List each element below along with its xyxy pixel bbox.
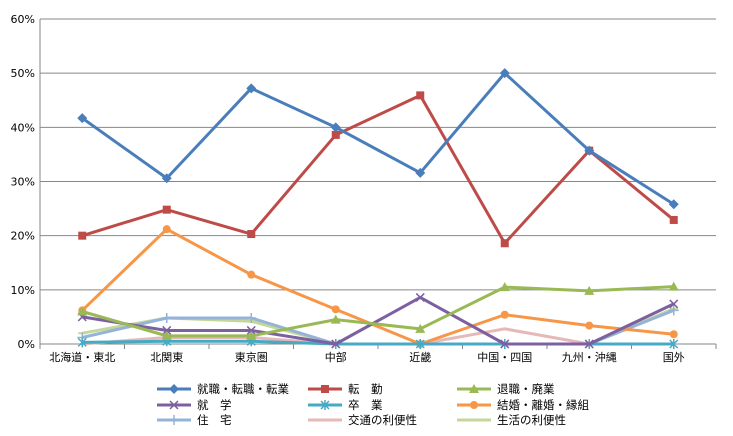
data-point xyxy=(162,325,172,335)
data-point xyxy=(77,306,88,316)
legend-marker xyxy=(321,385,329,393)
data-point xyxy=(161,330,172,340)
legend-entry: 退職・廃業 xyxy=(457,382,555,396)
data-point xyxy=(415,167,426,178)
legend-label: 卒 業 xyxy=(348,398,383,412)
series-line xyxy=(81,227,674,346)
x-tick-label: 中国・四国 xyxy=(477,351,532,364)
data-point xyxy=(669,299,679,309)
data-point xyxy=(415,339,425,349)
data-point xyxy=(247,230,256,239)
legend: 就職・転職・転業 転 勤 退職・廃業就 学 卒 業 結婚・離婚・縁組住 宅 交通の利便性 生… xyxy=(157,382,589,427)
data-point xyxy=(77,337,87,348)
x-tick-label: 中部 xyxy=(325,350,347,364)
data-point xyxy=(247,270,256,279)
data-point xyxy=(415,323,426,333)
legend-label: 退職・廃業 xyxy=(497,382,555,396)
legend-label: 就 学 xyxy=(197,398,232,412)
data-point xyxy=(162,225,171,234)
y-tick-label: 0% xyxy=(18,338,35,351)
data-point xyxy=(246,325,256,335)
legend-label: 就職・転職・転業 xyxy=(197,382,289,396)
data-point xyxy=(584,145,595,156)
data-point xyxy=(585,321,594,330)
legend-marker xyxy=(169,400,179,410)
data-point xyxy=(246,330,257,340)
legend-entry: 生活の利便性 xyxy=(457,413,566,427)
legend-entry: 交通の利便性 xyxy=(308,413,417,427)
data-point xyxy=(331,305,340,314)
legend-marker xyxy=(169,415,179,425)
y-tick-label: 10% xyxy=(11,284,35,297)
legend-entry: 卒 業 xyxy=(308,398,383,412)
legend-label: 交通の利便性 xyxy=(348,413,417,427)
y-tick-label: 60% xyxy=(11,13,35,26)
series-3 xyxy=(77,281,679,340)
y-axis: 0% 10% 20% 30% 40% 50% 60% xyxy=(11,13,41,351)
data-point xyxy=(500,339,510,349)
data-point xyxy=(584,285,595,295)
legend-entry: 就 学 xyxy=(157,398,232,412)
y-tick-label: 30% xyxy=(11,176,35,189)
x-tick-label: 北海道・東北 xyxy=(49,350,115,364)
series-line xyxy=(82,295,675,346)
data-point xyxy=(668,199,679,210)
data-point xyxy=(246,83,257,94)
legend-marker xyxy=(169,384,179,394)
series-line xyxy=(81,285,674,338)
data-point xyxy=(330,122,341,133)
data-point xyxy=(668,305,679,316)
data-point xyxy=(246,313,257,323)
data-point xyxy=(77,113,88,124)
legend-entry: 就職・転職・転業 xyxy=(157,382,289,396)
legend-entry: 結婚・離婚・縁組 xyxy=(457,398,589,412)
data-point xyxy=(668,281,679,291)
data-point xyxy=(500,310,509,319)
data-point xyxy=(669,215,678,224)
data-point xyxy=(584,339,594,349)
series-4 xyxy=(77,292,679,349)
x-tick-label: 北関東 xyxy=(150,351,183,364)
data-point xyxy=(499,282,510,292)
data-point xyxy=(161,313,172,323)
data-point xyxy=(500,239,509,248)
data-point xyxy=(416,91,425,100)
legend-entry: 転 勤 xyxy=(308,382,383,396)
legend-label: 転 勤 xyxy=(348,382,383,396)
data-point xyxy=(331,339,341,349)
legend-label: 住 宅 xyxy=(197,413,232,427)
legend-marker xyxy=(320,400,330,410)
series-group xyxy=(77,68,679,349)
series-line xyxy=(81,93,675,245)
series-2 xyxy=(78,91,678,248)
data-point xyxy=(78,231,87,240)
data-point xyxy=(499,68,510,79)
legend-marker xyxy=(470,401,478,409)
legend-marker xyxy=(469,384,479,393)
data-point xyxy=(162,205,171,214)
gridlines xyxy=(40,18,716,291)
y-tick-label: 40% xyxy=(11,121,35,134)
data-point xyxy=(331,130,340,139)
x-axis: 北海道・東北 北関東 東京圏 中部 近畿 中国・四国 九州・沖縄 国外 xyxy=(39,343,717,364)
y-tick-label: 50% xyxy=(11,67,35,80)
data-point xyxy=(669,330,678,339)
x-tick-label: 東京圏 xyxy=(235,350,268,364)
x-tick-label: 九州・沖縄 xyxy=(562,350,617,364)
data-point xyxy=(330,314,341,324)
legend-entry: 住 宅 xyxy=(157,413,232,427)
legend-label: 生活の利便性 xyxy=(497,413,566,427)
series-1 xyxy=(77,68,679,210)
series-line xyxy=(81,71,675,206)
legend-label: 結婚・離婚・縁組 xyxy=(497,398,589,412)
x-tick-label: 近畿 xyxy=(409,350,431,364)
y-tick-label: 20% xyxy=(11,230,35,243)
data-point xyxy=(161,173,172,184)
data-point xyxy=(669,339,679,349)
data-point xyxy=(415,292,425,302)
x-tick-label: 国外 xyxy=(663,351,685,364)
